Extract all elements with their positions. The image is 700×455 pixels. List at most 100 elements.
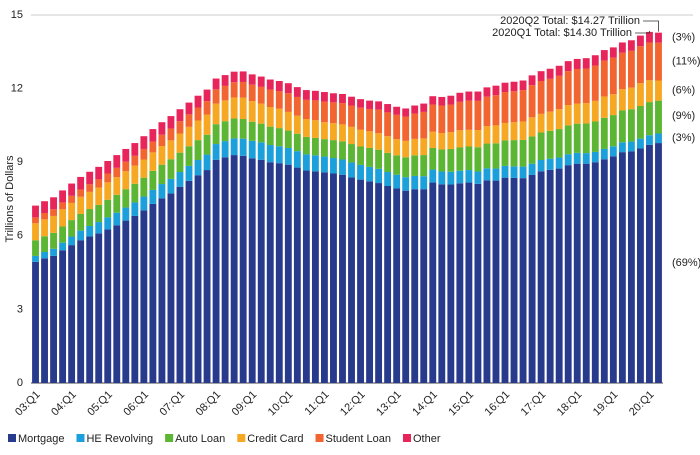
bar-segment <box>194 175 202 383</box>
bar-segment <box>77 176 85 190</box>
bar-segment <box>582 103 590 124</box>
bar-segment <box>646 102 653 136</box>
bar-segment <box>167 128 175 141</box>
bar-segment <box>655 133 662 144</box>
bar-segment <box>158 164 166 185</box>
legend-label: Other <box>413 433 441 445</box>
bar-segment <box>230 155 238 383</box>
bar-segment <box>293 115 301 134</box>
bar-segment <box>320 156 328 173</box>
bar-segment <box>465 129 473 147</box>
legend-swatch <box>8 434 16 442</box>
bar-segment <box>167 193 175 383</box>
bar-segment <box>176 172 184 187</box>
bar-segment <box>185 146 193 166</box>
bar-segment <box>366 166 374 182</box>
bar-segment <box>194 95 202 108</box>
bar-segment <box>366 147 374 167</box>
x-tick-label: 10:Q1 <box>266 389 296 419</box>
bar-segment <box>284 130 292 148</box>
bar-segment <box>655 32 662 43</box>
bar-segment <box>140 148 148 160</box>
bar-segment <box>311 120 319 138</box>
bar-segment <box>636 83 644 107</box>
bar-segment <box>68 245 76 383</box>
bar-segment <box>257 103 265 124</box>
bar-segment <box>275 128 283 147</box>
bar-segment <box>95 233 103 383</box>
bar-segment <box>483 96 491 127</box>
bar-segment <box>149 189 157 204</box>
bar-segment <box>275 163 283 383</box>
bar-segment <box>519 80 527 91</box>
bar-segment <box>618 152 626 383</box>
bar-segment <box>429 131 437 148</box>
bar-segment <box>627 109 635 142</box>
bar-segment <box>68 236 76 246</box>
bar-segment <box>447 148 455 172</box>
bar-segment <box>456 183 464 383</box>
bar-segment <box>393 106 401 115</box>
bar-segment <box>257 86 265 104</box>
bar-segment <box>456 147 464 171</box>
bar-segment <box>50 232 58 249</box>
bar-segment <box>86 171 94 185</box>
bar-segment <box>501 122 509 141</box>
bar-segment <box>248 84 256 102</box>
bar-segment <box>591 151 599 163</box>
bar-segment <box>510 122 518 141</box>
bar-segment <box>384 152 392 173</box>
bar-segment <box>50 209 58 216</box>
bar-segment <box>330 173 337 383</box>
bar-segment <box>366 181 374 383</box>
bar-segment <box>50 215 58 233</box>
bar-segment <box>203 154 211 171</box>
bar-segment <box>32 223 39 241</box>
bar-segment <box>330 93 337 103</box>
x-tick-label: 09:Q1 <box>230 389 260 419</box>
bar-segment <box>510 166 518 178</box>
bar-segment <box>320 122 328 140</box>
bar-segment <box>564 154 572 166</box>
bar-segment <box>257 123 265 143</box>
bar-segment <box>339 159 346 175</box>
bar-segment <box>456 170 464 184</box>
bar-segment <box>221 100 229 122</box>
bar-segment <box>348 162 355 178</box>
bar-segment <box>501 177 509 383</box>
bar-segment <box>59 250 67 383</box>
bar-segment <box>618 52 626 90</box>
bar-segment <box>113 194 121 213</box>
y-tick-label: 15 <box>11 9 23 21</box>
bar-segment <box>122 148 130 162</box>
bar-segment <box>357 129 364 147</box>
bar-segment <box>221 85 229 101</box>
bar-segment <box>284 147 292 165</box>
bar-segment <box>293 87 301 97</box>
bar-segment <box>230 82 238 98</box>
bar-segment <box>573 123 581 153</box>
bar-segment <box>50 248 58 256</box>
bar-segment <box>393 174 401 189</box>
bar-segment <box>239 119 247 139</box>
y-tick-label: 6 <box>17 230 23 242</box>
bar-segment <box>302 154 310 171</box>
bar-segment <box>591 65 599 101</box>
bar-segment <box>429 104 437 132</box>
bar-segment <box>257 159 265 383</box>
bar-segment <box>302 99 310 120</box>
bar-segment <box>167 140 175 160</box>
bar-segment <box>636 46 644 84</box>
bar-segment <box>357 179 364 383</box>
bar-segment <box>95 204 103 223</box>
legend-label: Auto Loan <box>175 433 225 445</box>
bar-segment <box>194 159 202 176</box>
bar-segment <box>655 100 662 134</box>
bar-segment <box>77 240 85 383</box>
bar-segment <box>510 177 518 383</box>
bar-segment <box>438 184 446 383</box>
bar-segment <box>32 261 39 383</box>
bar-segment <box>384 136 392 153</box>
x-tick-label: 06:Q1 <box>121 389 151 419</box>
y-axis-label: Trillions of Dollars <box>4 155 16 243</box>
